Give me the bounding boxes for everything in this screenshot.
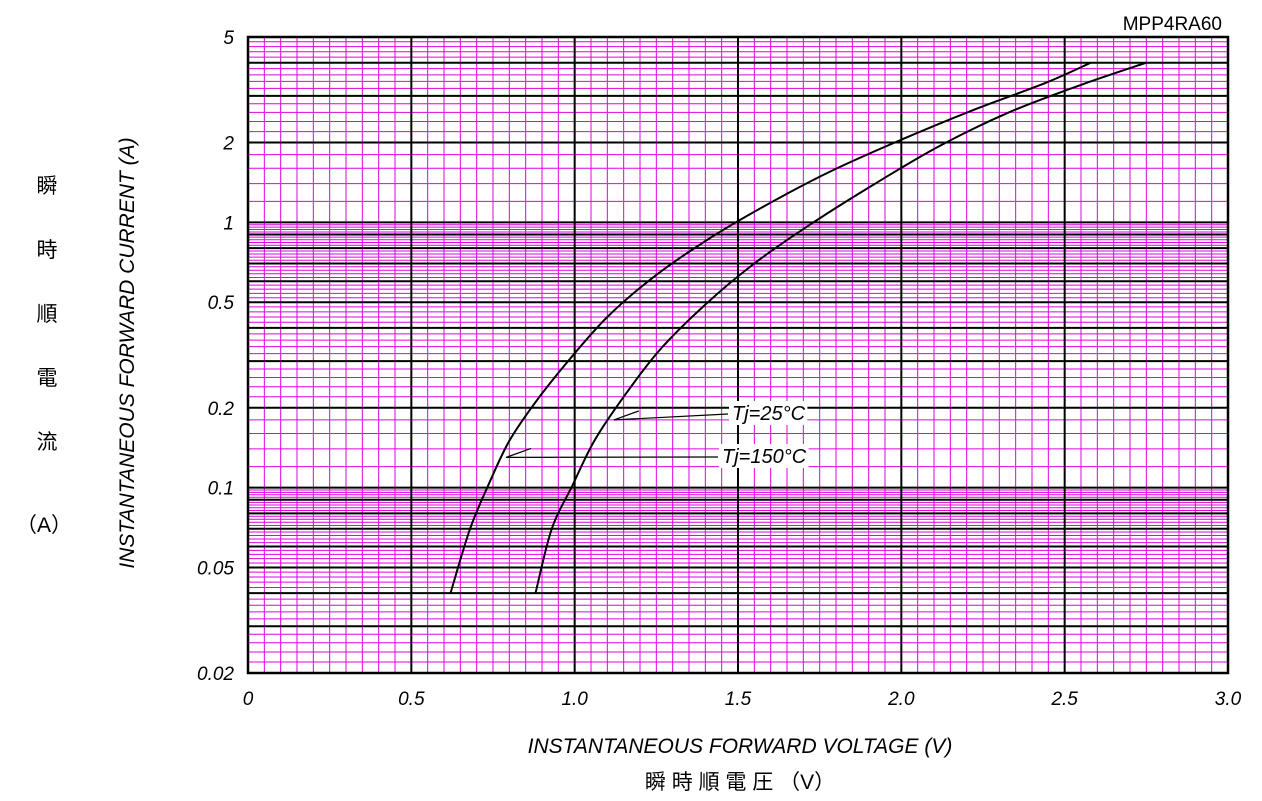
y-tick-label: 0.1 [208,479,234,500]
x-axis-label-jp: 瞬 時 順 電 圧 （V） [645,771,835,794]
grid [246,35,1230,675]
y-tick-label: 0.2 [208,399,235,420]
y-tick-label: 2 [222,134,234,155]
x-tick-label: 0 [243,689,254,710]
y-axis-label-jp-unit: （A） [16,514,72,537]
annotation-label: Tj=25°C [732,403,806,425]
x-tick-label: 1.0 [561,689,588,710]
series-line-tj-25-c [534,61,1147,594]
y-axis-label-jp-char: 流 [37,431,58,454]
annotation-leader [505,447,532,458]
x-tick-label: 2.5 [1050,689,1078,710]
annotation-label: Tj=150°C [722,446,807,468]
y-tick-label: 0.02 [197,664,234,685]
y-axis-label-jp-char: 順 [37,303,58,326]
y-axis-label-jp-char: 電 [37,367,58,390]
annotation-leader [613,413,729,421]
y-tick-label: 5 [223,28,234,49]
series-layer [449,61,1147,594]
y-tick-label: 0.05 [197,558,234,579]
y-axis-label-jp-char: 時 [37,239,58,262]
series-line-tj-150-c [449,61,1092,594]
annotation-leader [613,410,640,421]
annotation-bg [729,401,808,425]
y-tick-label: 0.5 [208,293,235,314]
x-axis-label: INSTANTANEOUS FORWARD VOLTAGE (V) [528,735,953,758]
x-tick-label: 1.5 [725,689,752,710]
y-axis-label-jp-char: 瞬 [37,175,58,198]
annotations: Tj=25°C Tj=150°C [505,401,809,468]
x-tick-label: 2.0 [887,689,915,710]
y-axis-label: INSTANTANEOUS FORWARD CURRENT (A) [116,137,139,568]
chart-title: MPP4RA60 [1123,14,1222,35]
y-tick-label: 1 [223,213,234,234]
annotation-bg [719,444,809,468]
x-tick-label: 3.0 [1215,689,1242,710]
tick-labels: 0.02 0.05 0.1 0.2 0.5 1 2 5 0 0.5 1.0 1.5 2.0 2.5 3.0 [197,28,1242,710]
plot-frame [246,35,1230,675]
x-tick-label: 0.5 [398,689,425,710]
